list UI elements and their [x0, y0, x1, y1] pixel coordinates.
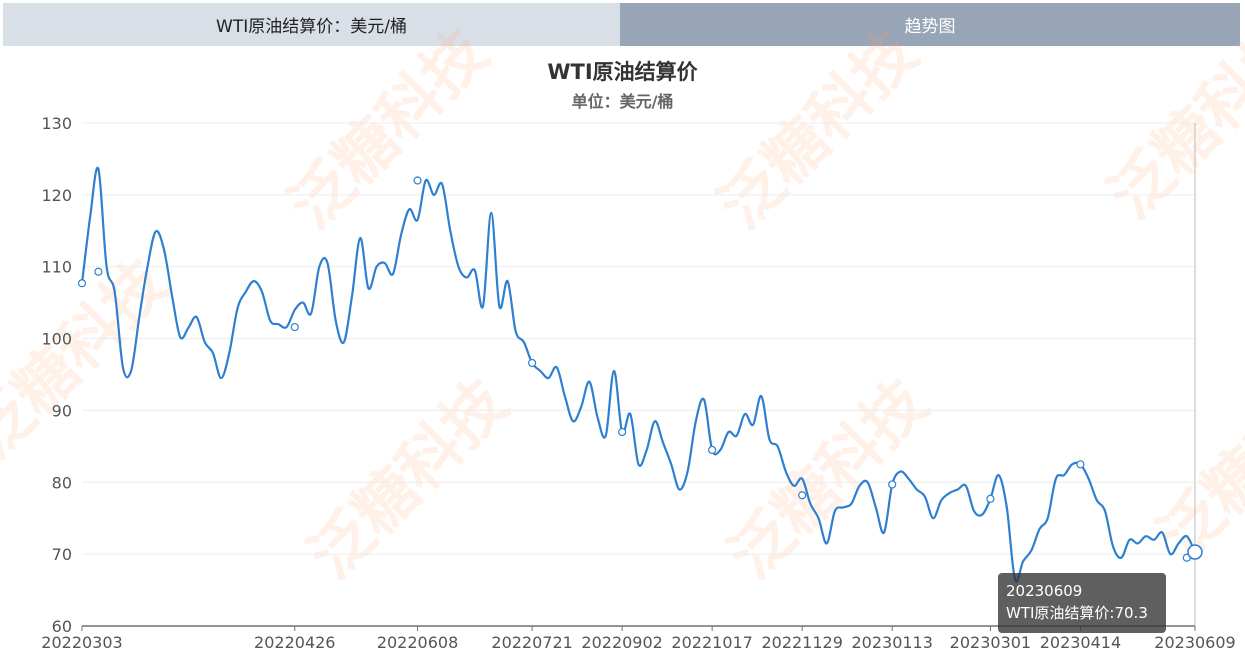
highlight-point[interactable] [1187, 544, 1203, 560]
tab-trend-chart[interactable]: 趋势图 [620, 3, 1240, 46]
y-tick-label: 110 [41, 258, 72, 277]
data-point[interactable] [1076, 460, 1085, 469]
data-point[interactable] [77, 279, 87, 288]
data-point[interactable] [528, 358, 537, 368]
data-point[interactable] [413, 176, 422, 185]
x-tick-label: 20220426 [254, 633, 335, 652]
data-point[interactable] [708, 445, 717, 455]
data-point[interactable] [290, 322, 299, 332]
chart-title: WTI原油结算价 [547, 60, 698, 84]
y-tick-label: 100 [41, 330, 72, 349]
x-tick-label: 20230414 [1040, 633, 1121, 652]
y-tick-label: 120 [41, 186, 72, 205]
tooltip-value: WTI原油结算价:70.3 [1006, 604, 1148, 622]
y-tick-label: 60 [52, 617, 72, 636]
x-tick-label: 20221017 [671, 633, 752, 652]
y-tick-label: 90 [52, 401, 72, 420]
x-tick-label: 20230113 [851, 633, 932, 652]
data-point[interactable] [94, 267, 103, 276]
x-tick-label: 20221129 [761, 633, 842, 652]
series-markers [77, 176, 1203, 562]
y-tick-label: 80 [52, 473, 72, 492]
x-tick-label: 20230609 [1154, 633, 1235, 652]
grid [82, 122, 1195, 555]
data-point[interactable] [888, 480, 897, 489]
x-tick-label: 20230301 [950, 633, 1031, 652]
tooltip-date: 20230609 [1006, 582, 1083, 600]
y-axis-labels: 60 70 80 90 100 110 120 130 [41, 114, 72, 636]
x-tick-label: 20220608 [377, 633, 458, 652]
tooltip: 20230609 WTI原油结算价:70.3 [998, 573, 1166, 633]
y-tick-label: 130 [41, 114, 72, 133]
chart-subtitle: 单位：美元/桶 [571, 92, 674, 111]
data-point[interactable] [798, 491, 807, 500]
data-point[interactable] [986, 494, 995, 503]
data-point[interactable] [618, 427, 627, 437]
x-tick-label: 20220902 [581, 633, 662, 652]
x-tick-label: 20220303 [41, 633, 122, 652]
y-tick-label: 70 [52, 545, 72, 564]
x-axis-labels: 20220303 20220426 20220608 20220721 20220902… [41, 626, 1236, 652]
x-tick-label: 20220721 [491, 633, 572, 652]
series-line-wti [80, 166, 1196, 583]
tab-bar: WTI原油结算价：美元/桶 趋势图 [3, 3, 1240, 46]
tab-data-series[interactable]: WTI原油结算价：美元/桶 [3, 3, 620, 46]
